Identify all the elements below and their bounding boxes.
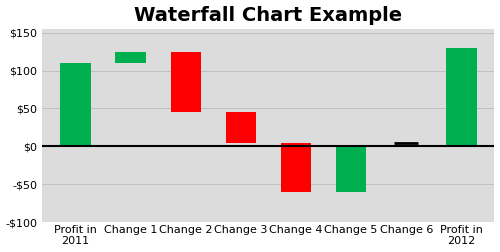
Title: Waterfall Chart Example: Waterfall Chart Example bbox=[134, 6, 402, 24]
Bar bbox=[281, 143, 311, 192]
Bar bbox=[60, 63, 90, 146]
Bar bbox=[226, 112, 256, 143]
Bar bbox=[336, 146, 366, 192]
Bar bbox=[446, 48, 476, 146]
Bar bbox=[116, 52, 146, 63]
Bar bbox=[170, 52, 201, 112]
